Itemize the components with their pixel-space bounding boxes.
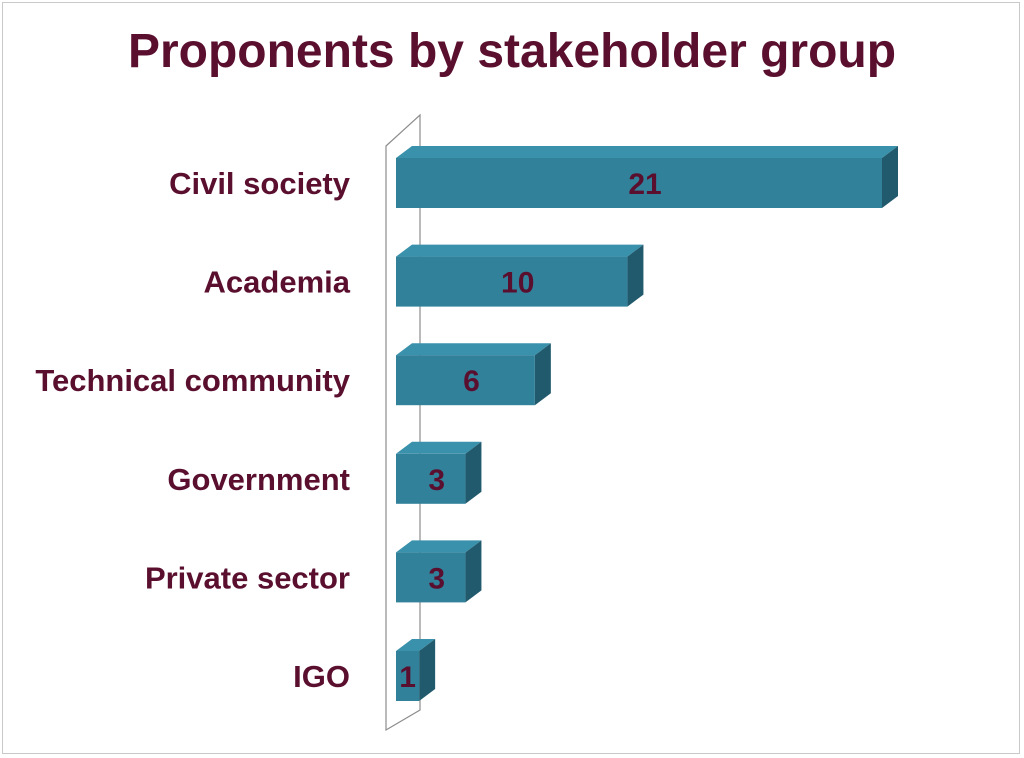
category-label-private-sector: Private sector	[145, 560, 350, 595]
value-label-civil-society: 21	[628, 168, 661, 201]
bar-top-face	[396, 146, 898, 158]
value-label-academia: 10	[501, 267, 534, 300]
value-label-igo: 1	[399, 661, 416, 694]
category-label-igo: IGO	[293, 659, 350, 694]
category-label-civil-society: Civil society	[169, 166, 351, 201]
value-label-government: 3	[428, 464, 445, 497]
bar-top-face	[396, 245, 643, 257]
bar-top-face	[396, 343, 551, 355]
category-label-government: Government	[167, 462, 350, 497]
value-label-technical-community: 6	[463, 365, 480, 398]
category-labels: Civil society Academia Technical community…	[35, 166, 350, 694]
category-label-academia: Academia	[204, 265, 351, 300]
bars-group	[396, 146, 898, 701]
value-label-private-sector: 3	[428, 562, 445, 595]
category-label-technical-community: Technical community	[35, 363, 350, 398]
